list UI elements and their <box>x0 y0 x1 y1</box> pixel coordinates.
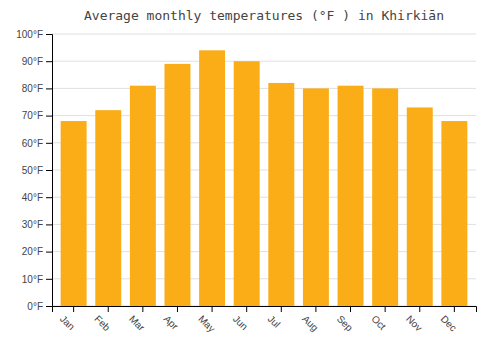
x-tick-label: Jan <box>58 313 77 332</box>
x-tick-mark <box>419 306 420 312</box>
x-tick-label: Sep <box>335 313 356 334</box>
y-tick-mark <box>46 143 52 144</box>
y-tick-mark <box>46 88 52 89</box>
grid-line <box>52 88 476 89</box>
bar <box>372 88 398 306</box>
x-tick-label: Feb <box>92 313 112 333</box>
y-tick-label: 90°F <box>22 56 43 67</box>
x-tick-mark <box>350 306 351 312</box>
x-tick-mark <box>177 306 178 312</box>
title: Average monthly temperatures (°F ) in Kh… <box>84 8 444 23</box>
x-tick: Feb <box>92 306 112 333</box>
chart-container: 0°F 10°F 20°F 30°F 40°F 50°F 60°F 70°F 80°F 90°F 1… <box>0 0 500 350</box>
y-tick-mark <box>46 170 52 171</box>
x-tick: Dec <box>439 306 459 333</box>
bar <box>130 86 156 306</box>
y-tick-label: 100°F <box>16 29 43 40</box>
y-tick-label: 10°F <box>22 274 43 285</box>
x-tick-label: Dec <box>439 313 459 333</box>
x-tick: Sep <box>335 306 356 334</box>
y-tick-mark <box>46 61 52 62</box>
y-axis-line <box>46 35 53 307</box>
y-tick-mark <box>46 279 52 280</box>
y-tick: 0°F <box>27 301 52 312</box>
x-tick: Nov <box>404 306 424 333</box>
x-tick-label: Oct <box>369 313 388 332</box>
y-tick-mark <box>46 116 52 117</box>
grid-line <box>52 61 476 62</box>
x-tick-label: Nov <box>404 313 424 333</box>
y-tick: 10°F <box>22 274 52 285</box>
bar <box>234 61 260 306</box>
plot-area: 0°F 10°F 20°F 30°F 40°F 50°F 60°F 70°F 80°F 90°F 1… <box>16 29 476 334</box>
chart-svg: 0°F 10°F 20°F 30°F 40°F 50°F 60°F 70°F 80°F 90°F 1… <box>0 0 500 350</box>
x-tick: May <box>196 306 217 334</box>
bar <box>407 107 433 306</box>
y-tick: 100°F <box>16 29 52 40</box>
grid-line <box>52 34 476 35</box>
y-tick: 30°F <box>22 219 52 230</box>
x-axis-line <box>53 307 477 313</box>
x-axis: Jan Feb Mar Apr May Jun Jul Aug Sep Oct Nov Dec <box>53 306 477 334</box>
bar <box>199 50 225 306</box>
bars <box>61 50 468 306</box>
y-tick-mark <box>46 34 52 35</box>
y-tick-mark <box>46 224 52 225</box>
y-tick: 20°F <box>22 246 52 257</box>
bar <box>338 86 364 306</box>
y-tick: 50°F <box>22 165 52 176</box>
bar <box>95 110 121 306</box>
y-tick: 80°F <box>22 83 52 94</box>
x-tick-mark <box>315 306 316 312</box>
y-tick-label: 0°F <box>27 301 43 312</box>
x-tick-mark <box>108 306 109 312</box>
x-tick-mark <box>454 306 455 312</box>
bar <box>268 83 294 306</box>
y-tick-label: 60°F <box>22 138 43 149</box>
x-tick-mark <box>385 306 386 312</box>
x-tick: Aug <box>300 306 320 333</box>
y-tick-label: 70°F <box>22 110 43 121</box>
y-tick-label: 20°F <box>22 246 43 257</box>
bar <box>164 64 190 306</box>
y-tick-mark <box>46 197 52 198</box>
x-tick: Jan <box>58 306 77 332</box>
y-tick-label: 40°F <box>22 192 43 203</box>
x-tick: Oct <box>369 306 388 332</box>
x-tick: Jun <box>231 306 250 332</box>
bar <box>303 88 329 306</box>
y-tick-label: 80°F <box>22 83 43 94</box>
x-tick-label: Jul <box>266 313 283 330</box>
x-tick: Mar <box>127 306 147 333</box>
y-tick-label: 30°F <box>22 219 43 230</box>
y-tick: 70°F <box>22 110 52 121</box>
y-axis: 0°F 10°F 20°F 30°F 40°F 50°F 60°F 70°F 80°F 90°F 1… <box>16 29 52 312</box>
y-tick: 90°F <box>22 56 52 67</box>
x-tick-label: Apr <box>162 313 181 332</box>
bar <box>61 121 87 306</box>
x-tick: Apr <box>162 306 181 332</box>
y-tick: 40°F <box>22 192 52 203</box>
x-tick-mark <box>73 306 74 312</box>
x-tick-label: Jun <box>231 313 250 332</box>
grid <box>52 34 476 306</box>
x-tick-mark <box>246 306 247 312</box>
x-tick-label: May <box>196 313 217 334</box>
x-tick: Jul <box>266 306 283 330</box>
x-tick-mark <box>281 306 282 312</box>
y-tick: 60°F <box>22 138 52 149</box>
y-tick-mark <box>46 306 52 307</box>
x-tick-mark <box>212 306 213 312</box>
y-tick-label: 50°F <box>22 165 43 176</box>
x-tick-label: Aug <box>300 313 320 333</box>
x-tick-label: Mar <box>127 313 147 333</box>
x-tick-mark <box>142 306 143 312</box>
bar <box>441 121 467 306</box>
y-tick-mark <box>46 252 52 253</box>
